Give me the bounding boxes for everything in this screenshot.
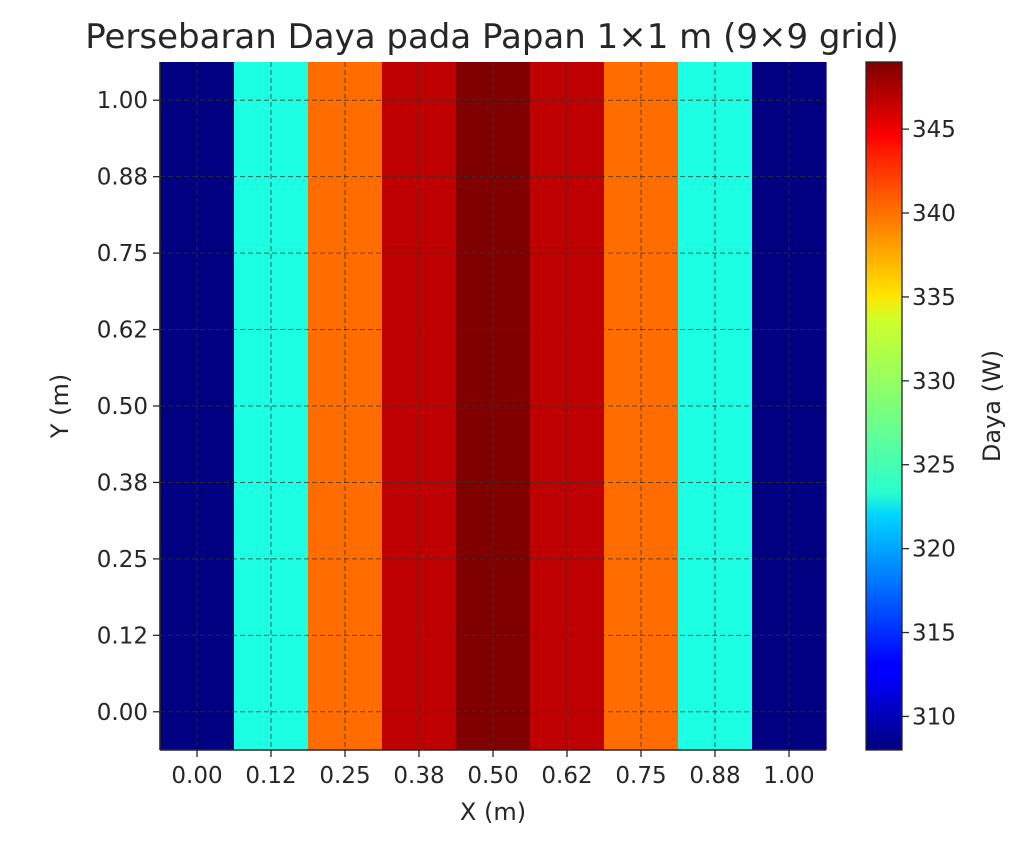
colorbar-tick-label: 330 — [912, 369, 956, 395]
x-axis-label: X (m) — [460, 798, 526, 826]
colorbar-tick-label: 315 — [912, 621, 956, 647]
x-tick-label: 0.62 — [541, 763, 592, 789]
colorbar-tick-label: 320 — [912, 537, 956, 563]
x-tick-label: 0.00 — [171, 763, 222, 789]
colorbar-tick-label: 340 — [912, 201, 956, 227]
y-tick-label: 0.12 — [97, 623, 148, 649]
y-tick-label: 1.00 — [97, 88, 148, 114]
colorbar-label: Daya (W) — [978, 350, 1006, 462]
y-tick-label: 0.50 — [97, 394, 148, 420]
x-tick-label: 0.12 — [245, 763, 296, 789]
colorbar — [865, 61, 903, 751]
colorbar-tick-label: 345 — [912, 117, 956, 143]
y-tick-label: 0.00 — [97, 700, 148, 726]
colorbar-tick-label: 325 — [912, 453, 956, 479]
y-axis-label: Y (m) — [46, 374, 74, 439]
y-tick-label: 0.88 — [97, 165, 148, 191]
x-tick-label: 0.88 — [689, 763, 740, 789]
x-tick-label: 0.50 — [467, 763, 518, 789]
colorbar-tick-label: 310 — [912, 704, 956, 730]
x-tick-label: 1.00 — [763, 763, 814, 789]
y-tick-label: 0.62 — [97, 318, 148, 344]
x-tick-label: 0.75 — [615, 763, 666, 789]
y-tick-label: 0.25 — [97, 547, 148, 573]
y-tick-label: 0.38 — [97, 470, 148, 496]
y-tick-label: 0.75 — [97, 241, 148, 267]
x-tick-label: 0.25 — [319, 763, 370, 789]
y-axis-ticks: 0.00 0.12 0.25 0.38 0.50 0.62 0.75 0.88 1.00 — [97, 88, 160, 726]
grid-lines — [160, 62, 826, 750]
colorbar-tick-label: 335 — [912, 285, 956, 311]
x-tick-label: 0.38 — [393, 763, 444, 789]
colorbar-ticks: 310 315 320 325 330 335 340 345 — [902, 117, 956, 730]
x-axis-ticks: 0.00 0.12 0.25 0.38 0.50 0.62 0.75 0.88 1.00 — [171, 750, 815, 789]
chart-title: Persebaran Daya pada Papan 1×1 m (9×9 gr… — [85, 17, 899, 57]
